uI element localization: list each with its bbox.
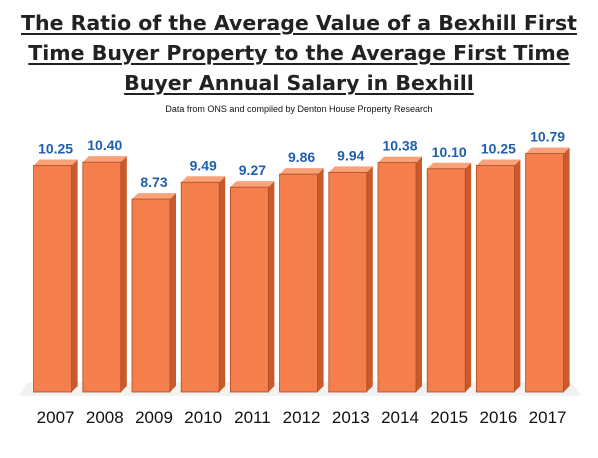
bar-side-2010 (219, 176, 226, 392)
x-tick-2008: 2008 (86, 408, 124, 427)
bar-2015 (426, 168, 466, 393)
bar-2014 (377, 162, 417, 393)
bar-2008 (82, 161, 122, 393)
data-label-2013: 9.94 (337, 147, 364, 163)
bar-2010 (180, 181, 220, 393)
x-tick-2016: 2016 (479, 408, 517, 427)
data-label-2008: 10.40 (87, 137, 122, 153)
bar-side-2012 (317, 168, 324, 392)
bar-2016 (475, 165, 515, 393)
data-label-2011: 9.27 (239, 162, 266, 178)
bar-top-2017 (525, 147, 570, 154)
data-label-2015: 10.10 (432, 144, 467, 160)
bar-top-2009 (132, 193, 176, 200)
bar-top-2016 (476, 159, 521, 166)
bar-side-2008 (120, 156, 127, 392)
bar-2017 (525, 153, 564, 393)
bar-top-2015 (427, 162, 472, 169)
data-label-2010: 9.49 (190, 157, 217, 173)
bar-side-2016 (514, 159, 521, 392)
x-tick-2015: 2015 (430, 408, 468, 427)
bar-side-2011 (268, 181, 275, 392)
x-tick-2011: 2011 (234, 408, 271, 427)
bar-top-2008 (82, 156, 127, 163)
bar-2007 (33, 165, 72, 393)
bar-top-2012 (279, 168, 324, 175)
x-tick-2014: 2014 (381, 408, 419, 427)
bar-top-2014 (378, 156, 422, 163)
bar-side-2009 (170, 193, 176, 392)
bar-top-2010 (181, 176, 226, 183)
data-label-2014: 10.38 (382, 138, 417, 154)
bar-side-2015 (465, 162, 472, 392)
bar-side-2013 (366, 166, 373, 392)
x-tick-2007: 2007 (37, 408, 75, 427)
bar-top-2013 (328, 166, 373, 173)
bar-side-2017 (563, 147, 570, 392)
x-tick-2012: 2012 (283, 408, 321, 427)
data-label-2017: 10.79 (530, 129, 565, 145)
x-tick-2010: 2010 (184, 408, 222, 427)
bar-2013 (328, 171, 368, 393)
x-tick-2017: 2017 (529, 408, 567, 427)
x-tick-2009: 2009 (135, 408, 173, 427)
bar-2012 (279, 173, 319, 393)
chart-title: The Ratio of the Average Value of a Bexh… (21, 11, 577, 95)
bar-side-2014 (416, 156, 422, 392)
data-label-2016: 10.25 (481, 140, 516, 156)
bar-2009 (131, 198, 171, 393)
data-label-2012: 9.86 (288, 149, 315, 165)
x-tick-2013: 2013 (332, 408, 370, 427)
bar-top-2011 (230, 181, 275, 188)
bar-top-2007 (33, 159, 78, 166)
chart-subtitle: Data from ONS and compiled by Denton Hou… (165, 104, 433, 114)
bar-side-2007 (71, 159, 78, 392)
data-label-2009: 8.73 (140, 174, 167, 190)
data-label-2007: 10.25 (38, 140, 73, 156)
bar-2011 (229, 186, 269, 393)
